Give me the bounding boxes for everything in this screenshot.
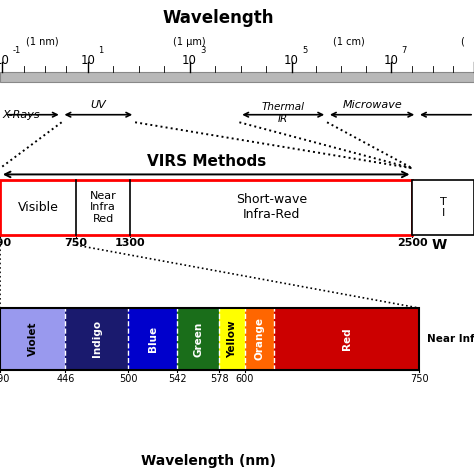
Text: Near Infra-R: Near Infra-R — [427, 334, 474, 344]
Text: 7: 7 — [401, 46, 407, 55]
Text: 10: 10 — [284, 54, 299, 67]
Text: 542: 542 — [168, 374, 186, 384]
Bar — [0, 72, 474, 82]
Text: 3: 3 — [200, 46, 205, 55]
Text: 1: 1 — [98, 46, 103, 55]
Text: 390: 390 — [0, 374, 9, 384]
Text: 500: 500 — [119, 374, 137, 384]
Text: 600: 600 — [236, 374, 254, 384]
Bar — [0, 180, 412, 235]
Text: VIRS Methods: VIRS Methods — [146, 154, 266, 169]
Text: 750: 750 — [410, 374, 429, 384]
Text: 578: 578 — [210, 374, 228, 384]
Text: 2500: 2500 — [397, 238, 428, 248]
Text: (: ( — [460, 36, 464, 47]
Text: T
I: T I — [440, 197, 447, 218]
Bar — [65, 308, 128, 370]
Bar — [412, 180, 474, 235]
Bar — [274, 308, 419, 370]
Text: Visible: Visible — [18, 201, 58, 214]
Text: Wavelength (nm): Wavelength (nm) — [141, 454, 276, 468]
Text: Microwave: Microwave — [342, 100, 402, 110]
Text: Violet: Violet — [27, 322, 37, 356]
Text: Orange: Orange — [254, 318, 264, 360]
Text: 10: 10 — [182, 54, 197, 67]
Text: (1 cm): (1 cm) — [333, 36, 364, 47]
Text: (1 nm): (1 nm) — [27, 36, 59, 47]
Text: 750: 750 — [64, 238, 87, 248]
Text: Near
Infra
Red: Near Infra Red — [90, 191, 117, 224]
Text: 5: 5 — [302, 46, 307, 55]
Bar — [0, 308, 65, 370]
Text: Indigo: Indigo — [91, 320, 102, 357]
Bar — [245, 308, 274, 370]
Text: Short-wave
Infra-Red: Short-wave Infra-Red — [236, 193, 307, 221]
Text: Thermal
IR: Thermal IR — [262, 102, 304, 124]
Bar — [219, 308, 245, 370]
Text: Blue: Blue — [147, 326, 158, 352]
Text: 10: 10 — [383, 54, 399, 67]
Text: 10: 10 — [80, 54, 95, 67]
Text: 390: 390 — [0, 238, 11, 248]
Text: (1 μm): (1 μm) — [173, 36, 206, 47]
Text: -1: -1 — [13, 46, 21, 55]
Text: Red: Red — [342, 328, 352, 350]
Text: 10: 10 — [0, 54, 10, 67]
Text: Yellow: Yellow — [227, 320, 237, 358]
Text: 446: 446 — [56, 374, 74, 384]
Bar — [128, 308, 177, 370]
Text: Green: Green — [193, 321, 203, 356]
Text: Wavelength: Wavelength — [162, 9, 274, 27]
Bar — [177, 308, 219, 370]
Text: W: W — [431, 238, 447, 253]
Text: UV: UV — [90, 100, 106, 110]
Text: 1300: 1300 — [115, 238, 146, 248]
Bar — [0, 308, 419, 370]
Text: X-Rays: X-Rays — [2, 109, 40, 120]
